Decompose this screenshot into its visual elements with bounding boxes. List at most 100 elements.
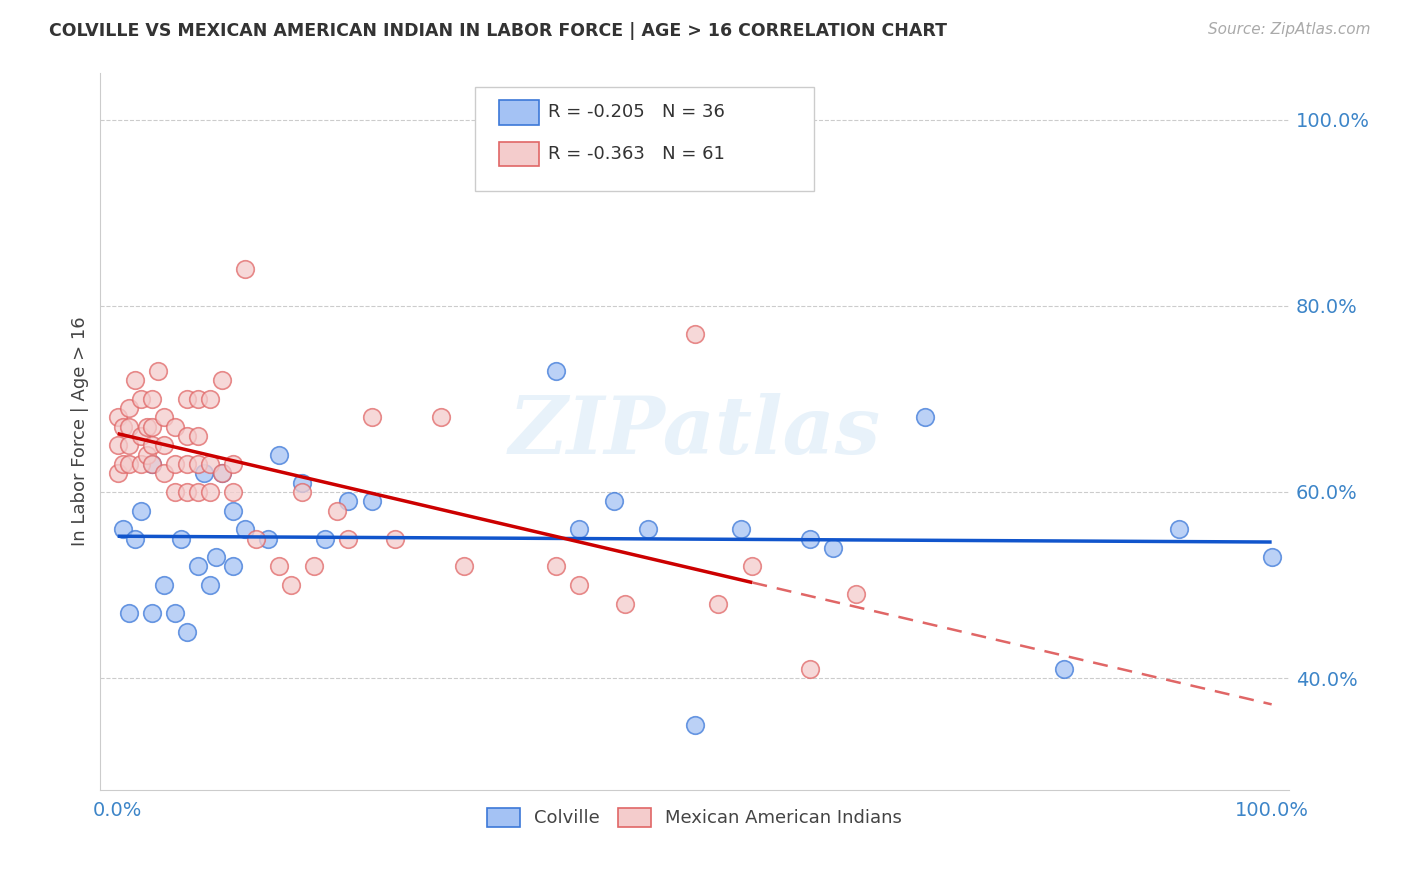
Point [112,457,135,471]
Point [176,485,198,500]
Point [683,326,706,341]
Point [683,717,706,731]
Point [1260,550,1282,565]
Point [153,438,176,452]
Point [107,410,129,425]
Point [165,606,187,620]
Point [165,419,187,434]
Point [187,559,209,574]
Point [546,559,568,574]
Point [823,541,845,555]
Text: Source: ZipAtlas.com: Source: ZipAtlas.com [1208,22,1371,37]
Point [914,410,936,425]
Point [637,522,659,536]
Point [302,559,325,574]
Point [107,467,129,481]
Point [153,578,176,592]
Point [193,467,215,481]
Text: R = -0.363   N = 61: R = -0.363 N = 61 [548,145,725,163]
Point [222,457,245,471]
Point [211,467,233,481]
Point [165,457,187,471]
Point [198,485,221,500]
Point [245,532,267,546]
Point [360,494,382,508]
Point [256,532,278,546]
Point [799,662,821,676]
Point [176,624,198,639]
Point [291,475,314,490]
Point [211,467,233,481]
Point [176,457,198,471]
Point [165,485,187,500]
Text: ZIPatlas: ZIPatlas [509,392,880,470]
Point [141,419,163,434]
Point [269,448,291,462]
Point [568,578,591,592]
Point [129,429,152,443]
Text: COLVILLE VS MEXICAN AMERICAN INDIAN IN LABOR FORCE | AGE > 16 CORRELATION CHART: COLVILLE VS MEXICAN AMERICAN INDIAN IN L… [49,22,948,40]
Point [204,550,226,565]
Point [118,438,141,452]
Point [384,532,406,546]
FancyBboxPatch shape [499,142,538,166]
Point [360,410,382,425]
Point [118,457,141,471]
Point [730,522,752,536]
Point [141,457,163,471]
Point [1168,522,1191,536]
Y-axis label: In Labor Force | Age > 16: In Labor Force | Age > 16 [72,317,89,546]
Point [614,597,637,611]
Point [129,392,152,406]
FancyBboxPatch shape [499,100,538,125]
Point [176,429,198,443]
Point [141,392,163,406]
Point [314,532,336,546]
Point [603,494,626,508]
Point [799,532,821,546]
Point [153,467,176,481]
Point [222,485,245,500]
Point [211,373,233,387]
Point [337,532,360,546]
Point [170,532,193,546]
Point [1053,662,1076,676]
Point [187,485,209,500]
Text: R = -0.205   N = 36: R = -0.205 N = 36 [548,103,725,121]
Point [135,419,157,434]
Point [326,503,349,517]
Point [153,410,176,425]
Point [124,532,146,546]
Point [107,438,129,452]
Point [141,457,163,471]
Point [233,261,256,276]
Point [118,606,141,620]
Point [129,457,152,471]
Point [269,559,291,574]
Point [198,392,221,406]
Point [187,429,209,443]
Point [112,419,135,434]
Point [222,503,245,517]
Point [141,606,163,620]
Point [176,392,198,406]
Point [187,457,209,471]
Point [546,364,568,378]
Point [124,373,146,387]
Point [429,410,451,425]
Point [741,559,763,574]
FancyBboxPatch shape [475,87,814,191]
Point [118,419,141,434]
Point [118,401,141,416]
Point [135,448,157,462]
Point [280,578,302,592]
Point [198,578,221,592]
Point [222,559,245,574]
Point [233,522,256,536]
Point [706,597,728,611]
Point [198,457,221,471]
Point [129,503,152,517]
Point [146,364,169,378]
Point [453,559,475,574]
Point [337,494,360,508]
